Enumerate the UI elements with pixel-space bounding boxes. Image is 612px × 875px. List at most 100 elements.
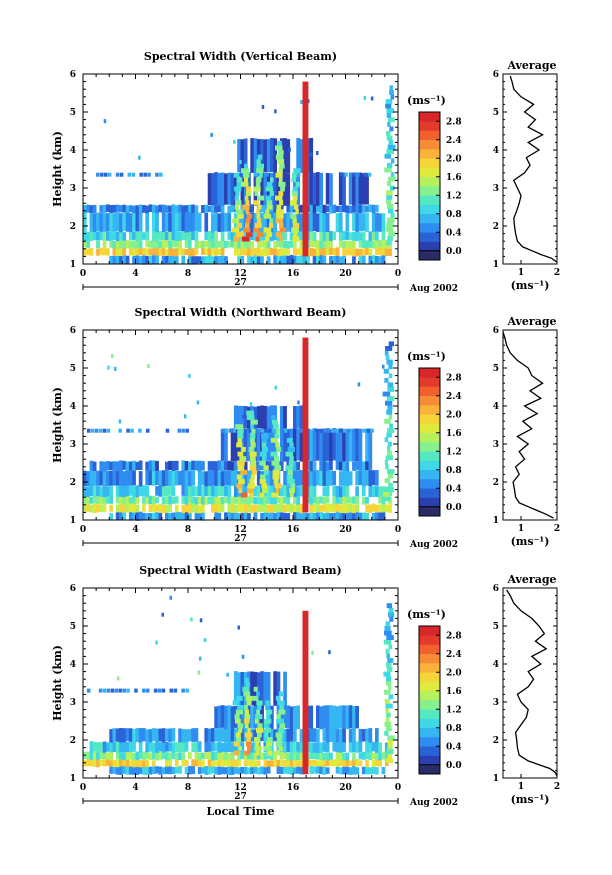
heatmap-cell [261,447,268,452]
heatmap-cell [151,212,156,232]
heatmap-cell [338,751,343,760]
heatmap-cell [256,709,260,715]
heatmap-cell [273,429,277,462]
heatmap-cell [265,209,270,215]
heatmap-cell [235,424,244,430]
heatmap-cell [247,428,251,462]
heatmap-cell [345,485,350,497]
heatmap-cell [335,428,339,433]
heatmap-cell [361,240,366,249]
heatmap-cell [325,705,330,730]
heatmap-cell [253,172,258,177]
heatmap-cell [145,248,149,256]
heatmap-cell [256,727,264,733]
heatmap-cell [220,240,225,248]
heatmap-cell [385,355,390,360]
heatmap-cell [385,648,390,654]
heatmap-cell [270,496,274,505]
colorbar-swatch [419,158,440,168]
heatmap-cell [89,231,94,242]
heatmap-cell [384,699,390,704]
heatmap-cell [168,496,172,505]
heatmap-cell [329,513,333,521]
heatmap-cell [233,496,238,504]
heatmap-cell [375,240,379,248]
heatmap-cell [236,181,245,187]
heatmap-cell [243,239,248,249]
heatmap-cell [148,741,153,752]
heatmap-cell [335,511,340,520]
heatmap-cell [165,766,169,775]
heatmap-cell [184,461,189,471]
colorbar-swatch [419,121,440,131]
heatmap-cell [194,460,199,471]
heatmap-cell [197,496,202,504]
heatmap-cell [165,486,169,497]
heatmap-cell [165,205,169,213]
heatmap-cell [345,248,350,256]
heatmap-cell [122,240,127,249]
heatmap-cell [115,204,120,212]
heatmap-cell [204,497,209,505]
heatmap-cell [325,470,330,487]
heatmap-cell [255,741,259,747]
heatmap-cell [155,496,159,504]
heatmap-cell [236,232,244,237]
heatmap-cell [197,485,202,497]
heatmap-cell [277,140,282,146]
colorbar-swatch [419,626,440,636]
heatmap-cell [86,240,90,249]
heatmap-cell [220,742,225,752]
heatmap-cell [155,172,159,177]
heatmap-cell [329,752,333,760]
heatmap-cell [224,512,228,521]
heatmap-cell [161,232,166,240]
heatmap-cell [352,496,356,504]
heatmap-cell [332,741,337,752]
heatmap-cell [178,212,182,232]
heatmap-cell [246,700,252,706]
heatmap-cell [119,511,123,520]
heatmap-cell [207,728,212,743]
heatmap-cell [246,186,252,192]
heatmap-cell [348,760,353,766]
heatmap-cell [233,139,236,144]
heatmap-cell [204,485,209,497]
colorbar: 0.00.40.81.21.62.02.42.8(ms⁻¹) [407,94,462,261]
colorbar-swatch [419,414,440,424]
heatmap-cell [247,255,251,264]
profile-y-tick-label: 2 [493,222,499,232]
heatmap-cell [270,138,274,173]
profile-x-label: (ms⁻¹) [511,279,550,292]
heatmap-cell [230,766,235,775]
heatmap-cell [273,240,277,249]
heatmap-cell [99,212,104,232]
heatmap-cell [292,218,297,224]
heatmap-cell [247,767,251,775]
heatmap-cell [387,450,392,456]
heatmap-cell [387,121,391,127]
heatmap-cell [197,759,202,767]
heatmap-cell [241,236,250,242]
heatmap-cell [104,172,108,177]
heatmap-cell [388,208,394,214]
heatmap-cell [292,186,298,192]
colorbar-swatch [419,635,440,645]
heatmap-cell [138,511,143,521]
heatmap-cell [283,172,287,206]
heatmap-cell [385,703,393,709]
heatmap-cell [115,741,120,753]
heatmap-cell [243,138,248,173]
heatmap-cell [384,504,389,513]
heatmap-cell [236,223,242,228]
heatmap-cell [151,470,156,486]
heatmap-cell [211,728,215,742]
heatmap-cell [197,741,202,752]
heatmap-cell [260,255,264,265]
heatmap-cell [132,729,136,743]
colorbar-swatch [419,479,440,489]
heatmap-cell [253,486,258,497]
heatmap-cell [211,497,215,504]
